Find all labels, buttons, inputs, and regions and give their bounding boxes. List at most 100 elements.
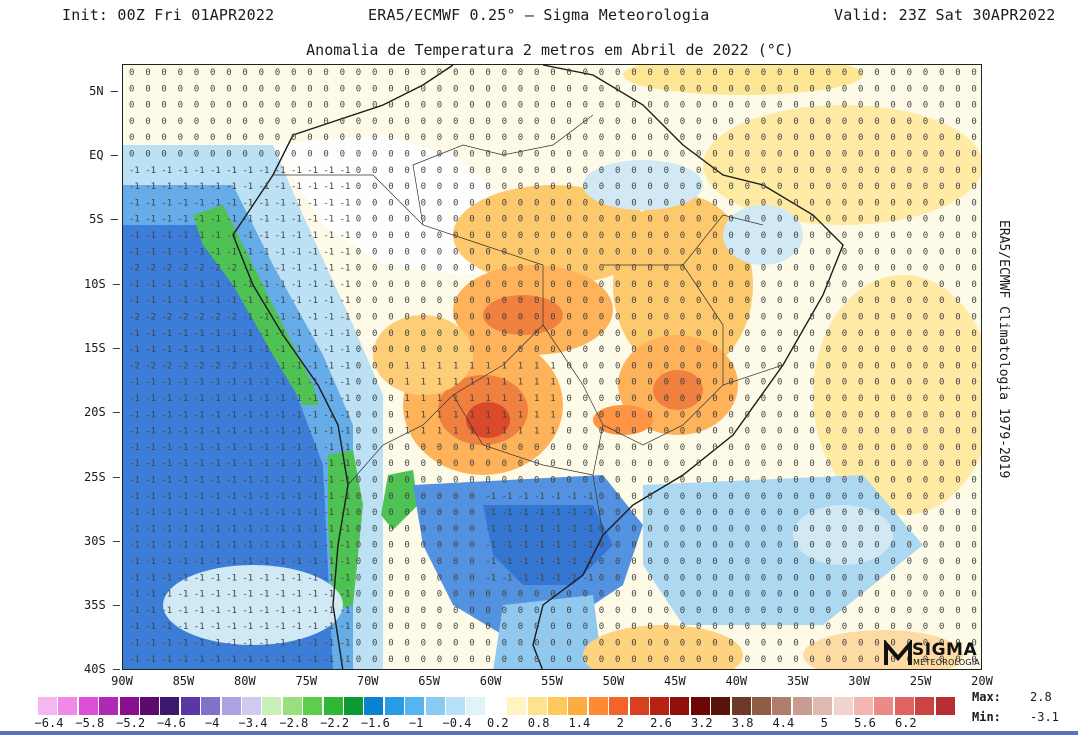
grid-value: 0: [453, 655, 458, 665]
grid-value: 0: [615, 622, 620, 632]
grid-value: -1: [161, 655, 172, 665]
grid-value: -1: [129, 427, 140, 437]
grid-value: 0: [421, 198, 426, 208]
grid-value: 0: [826, 622, 831, 632]
grid-value: 0: [615, 361, 620, 371]
grid-value: 0: [680, 329, 685, 339]
grid-value: 0: [728, 622, 733, 632]
grid-value: -1: [242, 361, 253, 371]
grid-value: 0: [599, 508, 604, 518]
grid-value: 0: [728, 394, 733, 404]
grid-value: 0: [842, 459, 847, 469]
grid-value: 0: [404, 182, 409, 192]
grid-value: 0: [745, 606, 750, 616]
grid-value: 0: [502, 476, 507, 486]
grid-value: 0: [437, 166, 442, 176]
grid-value: -1: [129, 215, 140, 225]
grid-value: 0: [664, 378, 669, 388]
grid-value: 0: [890, 476, 895, 486]
grid-value: 0: [874, 524, 879, 534]
grid-value: 0: [631, 198, 636, 208]
grid-value: 0: [728, 410, 733, 420]
grid-value: -1: [340, 443, 351, 453]
grid-value: 0: [923, 117, 928, 127]
grid-value: -1: [323, 443, 334, 453]
grid-value: 0: [469, 590, 474, 600]
grid-value: 0: [745, 133, 750, 143]
grid-value: -1: [210, 215, 221, 225]
grid-value: -1: [518, 492, 529, 502]
grid-value: -1: [178, 590, 189, 600]
grid-value: 0: [890, 117, 895, 127]
grid-value: 0: [858, 590, 863, 600]
grid-value: -1: [210, 182, 221, 192]
grid-value: 0: [696, 150, 701, 160]
grid-value: 0: [421, 557, 426, 567]
grid-value: 0: [696, 231, 701, 241]
grid-value: -1: [178, 655, 189, 665]
grid-value: 0: [388, 622, 393, 632]
grid-value: 0: [599, 361, 604, 371]
grid-value: 0: [955, 329, 960, 339]
grid-value: 0: [129, 101, 134, 111]
grid-value: 0: [842, 378, 847, 388]
colorbar-tick-label: −4.6: [157, 716, 186, 730]
grid-value: 0: [437, 557, 442, 567]
grid-value: 0: [939, 133, 944, 143]
grid-value: 0: [356, 573, 361, 583]
grid-value: -1: [242, 606, 253, 616]
grid-value: 0: [777, 606, 782, 616]
grid-value: 0: [485, 182, 490, 192]
grid-value: -1: [145, 410, 156, 420]
grid-value: 0: [680, 313, 685, 323]
grid-value: 1: [550, 378, 555, 388]
grid-value: 0: [388, 443, 393, 453]
grid-value: 0: [809, 280, 814, 290]
grid-value: 0: [404, 166, 409, 176]
grid-value: -1: [145, 247, 156, 257]
grid-value: 0: [356, 622, 361, 632]
grid-value: 0: [615, 182, 620, 192]
grid-value: 0: [566, 296, 571, 306]
grid-value: -1: [145, 231, 156, 241]
grid-value: 0: [664, 427, 669, 437]
grid-value: 0: [161, 117, 166, 127]
grid-value: 0: [728, 492, 733, 502]
colorbar-tick-label: 5: [821, 716, 828, 730]
grid-value: 0: [178, 117, 183, 127]
grid-value: 0: [874, 264, 879, 274]
grid-value: 0: [502, 247, 507, 257]
grid-value: 0: [372, 410, 377, 420]
grid-value: 0: [793, 280, 798, 290]
grid-value: -1: [307, 492, 318, 502]
grid-value: 0: [259, 84, 264, 94]
anomaly-map[interactable]: 0 0 0 0 0 0 0 0 0 0 0 0 0 0 0 0 0 0 0 0 0 0 0 0 0 0 0 0 0 0 0 0 0 0 0 0 0 0 0 0…: [122, 64, 982, 670]
grid-value: 0: [955, 606, 960, 616]
grid-value: 0: [372, 443, 377, 453]
grid-value: 0: [469, 606, 474, 616]
grid-value: -1: [210, 639, 221, 649]
grid-value: 0: [421, 280, 426, 290]
grid-value: 0: [388, 541, 393, 551]
grid-value: 0: [680, 296, 685, 306]
grid-value: 0: [745, 68, 750, 78]
grid-value: -1: [275, 329, 286, 339]
grid-value: -1: [161, 296, 172, 306]
grid-value: 0: [242, 150, 247, 160]
grid-value: -1: [242, 524, 253, 534]
grid-value: -1: [242, 443, 253, 453]
grid-value: 0: [453, 231, 458, 241]
grid-value: 0: [680, 459, 685, 469]
grid-value: -1: [129, 541, 140, 551]
grid-value: -1: [340, 524, 351, 534]
grid-value: -1: [129, 590, 140, 600]
grid-value: -1: [178, 427, 189, 437]
grid-value: 0: [923, 557, 928, 567]
longitude-label: 50W: [603, 674, 625, 688]
grid-value: 0: [453, 590, 458, 600]
grid-value: 1: [404, 427, 409, 437]
grid-value: 0: [761, 590, 766, 600]
grid-value: 0: [923, 313, 928, 323]
grid-value: 0: [469, 166, 474, 176]
grid-value: 0: [696, 198, 701, 208]
